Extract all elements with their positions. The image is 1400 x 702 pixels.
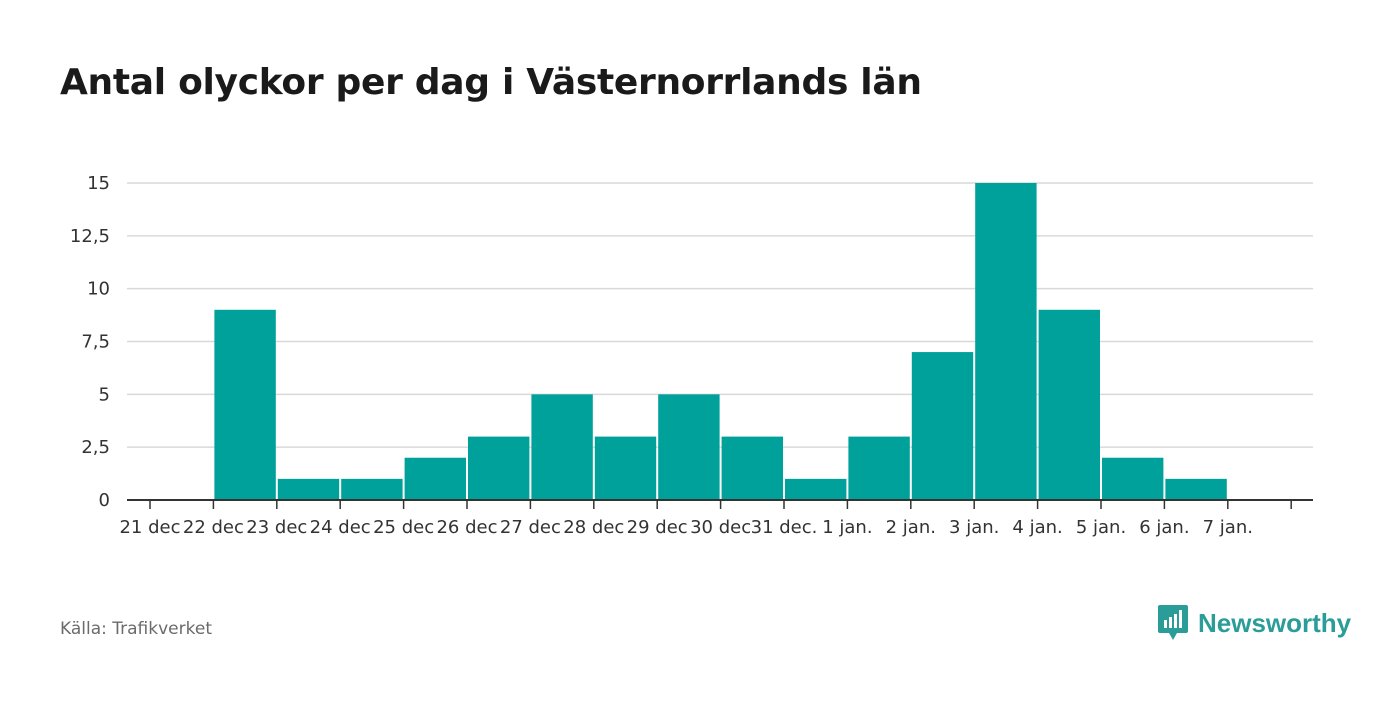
- bar-chart: 0 2,5 5 7,5 10 12,5 15 21 dec 22 dec 23 dec 24 de…: [70, 173, 1313, 538]
- bar: [468, 436, 530, 500]
- y-tick-label: 12,5: [70, 226, 110, 247]
- bar: [594, 436, 657, 500]
- y-tick-label: 10: [87, 279, 110, 300]
- x-tick-label: 4 jan.: [1012, 517, 1062, 538]
- x-tick-label: 25 dec: [373, 517, 434, 538]
- x-tick-label: 28 dec: [563, 517, 624, 538]
- newsworthy-logo-icon: [1158, 605, 1188, 640]
- x-tick-label: 23 dec: [246, 517, 307, 538]
- bar: [1038, 309, 1100, 500]
- bar: [214, 309, 276, 500]
- x-tick-label: 22 dec: [183, 517, 244, 538]
- x-tick-label: 30 dec: [690, 517, 751, 538]
- bar: [1102, 457, 1164, 500]
- x-tick-label: 1 jan.: [822, 517, 872, 538]
- bar: [658, 394, 720, 500]
- x-axis-labels: 21 dec 22 dec 23 dec 24 dec 25 dec 26 dec 27 d…: [119, 517, 1252, 538]
- bar: [404, 457, 466, 500]
- source-note: Källa: Trafikverket: [60, 619, 212, 639]
- x-tick-label: 26 dec: [436, 517, 497, 538]
- y-tick-label: 0: [99, 490, 110, 511]
- y-tick-label: 7,5: [81, 332, 110, 353]
- y-tick-label: 5: [99, 384, 110, 405]
- chart-title: Antal olyckor per dag i Västernorrlands …: [60, 62, 922, 103]
- y-axis-labels: 0 2,5 5 7,5 10 12,5 15: [70, 173, 110, 511]
- bar: [531, 394, 593, 500]
- brand-name: Newsworthy: [1198, 607, 1352, 638]
- bar: [277, 478, 340, 500]
- x-tick-label: 29 dec: [627, 517, 688, 538]
- x-tick-label: 7 jan.: [1203, 517, 1253, 538]
- grid-lines: [127, 182, 1313, 448]
- bar: [1165, 478, 1227, 500]
- x-tick-label: 24 dec: [310, 517, 371, 538]
- x-tick-label: 6 jan.: [1139, 517, 1189, 538]
- bar: [341, 478, 403, 500]
- y-tick-label: 2,5: [81, 437, 110, 458]
- bars: [214, 183, 1227, 500]
- x-tick-label: 21 dec: [119, 517, 180, 538]
- x-tick-label: 2 jan.: [886, 517, 936, 538]
- x-tick-label: 5 jan.: [1076, 517, 1126, 538]
- brand-logo: Newsworthy: [1158, 605, 1351, 641]
- bar: [911, 352, 974, 500]
- bar: [848, 436, 910, 500]
- x-tick-label: 31 dec.: [751, 517, 818, 538]
- x-tick-label: 3 jan.: [949, 517, 999, 538]
- bar: [785, 478, 847, 500]
- x-axis: [127, 499, 1313, 509]
- y-tick-label: 15: [87, 173, 110, 194]
- bar: [721, 436, 783, 500]
- bar: [975, 183, 1037, 500]
- x-tick-label: 27 dec: [500, 517, 561, 538]
